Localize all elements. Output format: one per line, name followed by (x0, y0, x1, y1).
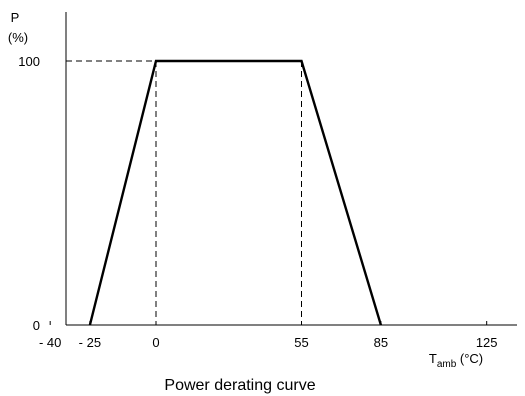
x-tick-label: - 40 (39, 335, 61, 350)
ticks: - 40 - 25 0 55 85 125 0 100 (18, 54, 497, 350)
guide-lines (66, 60, 303, 325)
x-tick-label: 125 (476, 335, 498, 350)
y-tick-label: 0 (33, 318, 40, 333)
derating-curve-line (88, 59, 383, 326)
x-tick-label: 85 (374, 335, 388, 350)
x-axis-label-subscript: amb (437, 359, 457, 370)
x-axis-label-main: T (429, 351, 437, 366)
y-axis-unit: (%) (8, 30, 28, 45)
x-tick-label: 55 (294, 335, 308, 350)
y-tick-label: 100 (18, 54, 40, 69)
y-axis-label: P (11, 10, 20, 25)
series (88, 59, 383, 326)
x-tick-label: - 25 (79, 335, 101, 350)
x-axis-label-unit: (°C) (456, 351, 483, 366)
x-axis-label: Tamb (°C) (429, 351, 483, 370)
chart-title: Power derating curve (164, 377, 315, 394)
axes (65, 12, 517, 326)
x-tick-label: 0 (152, 335, 159, 350)
